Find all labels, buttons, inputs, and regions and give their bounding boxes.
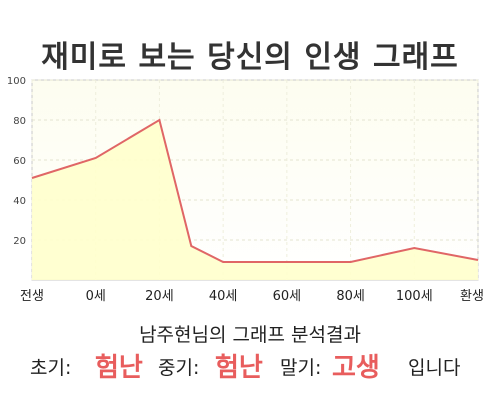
x-tick-label: 40세 [209, 289, 238, 304]
chart-title: 재미로 보는 당신의 인생 그래프 [41, 40, 459, 75]
y-tick-label: 20 [13, 236, 26, 247]
late-label: 말기: [280, 357, 322, 379]
late-verdict: 고생 [332, 353, 380, 383]
x-axis-ticks: 전생 0세 20세 40세 60세 80세 100세 환생 [20, 289, 484, 304]
y-tick-label: 80 [13, 116, 26, 127]
result-summary: 초기: 험난 중기: 험난 말기: 고생 입니다 [0, 347, 500, 383]
early-label: 초기: [30, 357, 72, 379]
x-tick-label: 0세 [86, 289, 106, 304]
y-tick-label: 40 [13, 196, 26, 207]
mid-label: 중기: [158, 357, 200, 379]
life-area-fill [32, 120, 478, 280]
early-verdict: 험난 [95, 353, 143, 383]
life-graph-chart: 20 40 60 80 100 전생 0세 20세 40세 60세 80세 100세 환생 [7, 76, 484, 304]
x-tick-label: 20세 [145, 289, 174, 304]
x-tick-label: 환생 [460, 289, 484, 304]
x-tick-label: 100세 [396, 289, 433, 304]
x-tick-label: 전생 [20, 289, 44, 304]
x-tick-label: 60세 [273, 289, 302, 304]
y-axis-ticks: 20 40 60 80 100 [7, 76, 26, 247]
result-title: 남주현님의 그래프 분석결과 [139, 324, 361, 346]
y-tick-label: 60 [13, 156, 26, 167]
x-tick-label: 80세 [336, 289, 365, 304]
mid-verdict: 험난 [215, 353, 263, 383]
y-tick-label: 100 [7, 76, 26, 87]
life-line [31, 118, 479, 263]
result-ending: 입니다 [408, 357, 461, 379]
